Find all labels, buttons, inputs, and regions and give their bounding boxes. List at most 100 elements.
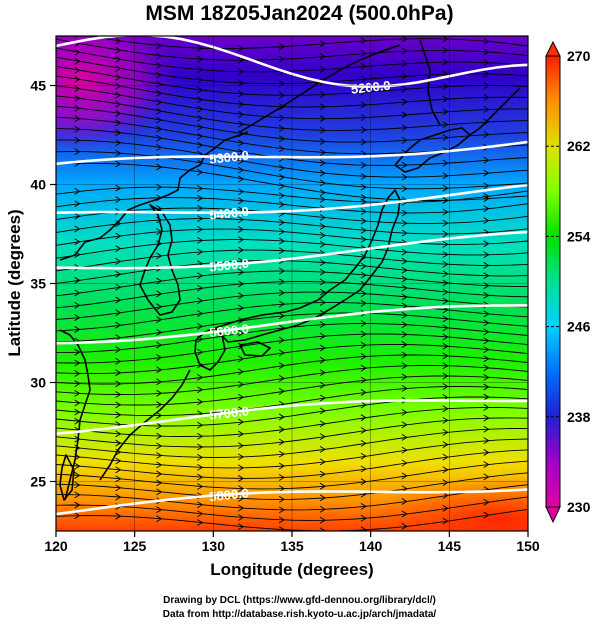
streamline-arrow <box>360 401 367 409</box>
streamline-arrow <box>197 215 204 222</box>
colorbar-max-triangle <box>545 40 561 57</box>
streamline-arrow <box>237 485 245 493</box>
streamline-arrow <box>237 56 245 64</box>
streamline-arrow <box>74 289 81 297</box>
streamline-arrow <box>156 378 163 386</box>
streamline-arrow <box>156 144 163 151</box>
colorbar-tick-label: 246 <box>567 319 591 335</box>
colorbar-tick-label: 262 <box>567 138 591 154</box>
map-title: MSM 18Z05Jan2024 (500.0hPa) <box>145 2 454 25</box>
streamline-arrow <box>319 420 326 428</box>
streamline-arrow <box>401 331 408 338</box>
streamline-arrow <box>319 103 326 111</box>
streamline-arrow <box>319 278 326 286</box>
streamline-arrow <box>197 114 204 122</box>
streamline-arrow <box>401 341 408 348</box>
streamline-arrow <box>483 262 490 269</box>
streamline-arrow <box>483 205 490 213</box>
streamline-arrow <box>360 161 367 169</box>
streamline-arrow <box>360 271 367 279</box>
streamline-arrow <box>360 217 367 225</box>
streamline-arrow <box>237 280 245 288</box>
streamline-arrow <box>401 257 408 265</box>
streamline-arrow <box>401 293 408 301</box>
streamline-arrow <box>74 48 81 56</box>
streamline-arrow <box>360 101 367 109</box>
height-contour-label: 5500.0 <box>209 256 250 275</box>
streamline-arrow <box>156 80 163 88</box>
streamline-arrow <box>74 481 81 489</box>
x-tick-label: 125 <box>123 538 147 554</box>
streamline-arrow <box>278 438 286 446</box>
streamline-arrow <box>115 119 122 127</box>
streamline-arrow <box>483 404 490 411</box>
streamline-arrow <box>115 439 122 447</box>
streamline-arrow <box>319 65 326 73</box>
coastline-taiwan <box>59 454 75 501</box>
streamline-arrow <box>360 330 367 338</box>
height-contour-label: 5800.0 <box>209 485 250 504</box>
y-tick-label: 45 <box>30 78 46 94</box>
streamline-arrow <box>74 212 81 220</box>
streamline-arrow <box>115 220 122 227</box>
streamline-arrow <box>115 46 122 54</box>
streamline-arrow <box>237 368 245 376</box>
streamline-arrow <box>401 408 408 416</box>
streamline-arrow <box>483 70 490 78</box>
streamline-arrow <box>237 139 245 147</box>
streamline-arrow <box>319 381 326 389</box>
streamline-arrow <box>442 159 449 167</box>
streamline-arrow <box>483 118 490 126</box>
streamline-arrow <box>156 341 163 349</box>
streamline-arrow <box>74 512 81 519</box>
streamline-arrow <box>156 42 163 50</box>
streamline-arrow <box>115 493 122 501</box>
streamline-arrow <box>483 106 490 113</box>
streamline-arrow <box>197 374 204 381</box>
streamline-arrow <box>442 240 449 248</box>
streamline-arrow <box>319 356 326 364</box>
streamline-arrow <box>483 355 490 363</box>
streamline-arrow <box>115 430 122 438</box>
streamline-arrow <box>197 141 204 149</box>
streamline-arrow <box>74 408 81 416</box>
streamline-arrow <box>197 322 204 330</box>
streamline-arrow <box>483 272 490 280</box>
streamline-arrow <box>401 124 408 132</box>
streamline-arrow <box>360 50 367 57</box>
streamline-arrow <box>278 43 286 50</box>
streamline-arrow <box>319 196 326 203</box>
streamline-arrow <box>156 252 163 260</box>
streamline-arrow <box>319 433 326 441</box>
streamline-arrow <box>483 93 490 101</box>
streamline-arrow <box>237 246 245 254</box>
streamline-arrow <box>237 523 245 531</box>
streamline-arrow <box>401 311 408 319</box>
streamline-arrow <box>483 328 490 336</box>
streamline-arrow <box>360 226 367 234</box>
streamline-arrow <box>278 289 286 297</box>
streamline-arrow <box>442 453 449 461</box>
streamline-arrow <box>483 217 490 225</box>
streamline-arrow <box>319 223 326 230</box>
streamline-arrow <box>401 485 408 493</box>
streamline-arrow <box>278 387 286 395</box>
streamline-arrow <box>319 470 326 478</box>
streamline-arrow <box>360 514 367 522</box>
streamline-arrow <box>360 114 367 121</box>
streamline-arrow <box>442 428 449 436</box>
streamline-arrow <box>483 393 490 401</box>
streamline-arrow <box>156 506 163 514</box>
streamline-arrow <box>74 66 81 74</box>
streamline-arrow <box>319 240 326 248</box>
streamline-arrow <box>360 452 367 460</box>
streamline-arrow <box>278 164 286 172</box>
streamline-arrow <box>237 514 245 521</box>
streamline-arrow <box>237 197 245 205</box>
streamline-arrow <box>442 441 449 448</box>
streamline-arrow <box>156 329 163 336</box>
streamline-arrow <box>401 248 408 256</box>
streamline-arrow <box>401 385 408 392</box>
streamline-arrow <box>319 259 326 267</box>
colorbar-tick-label: 254 <box>567 228 591 244</box>
